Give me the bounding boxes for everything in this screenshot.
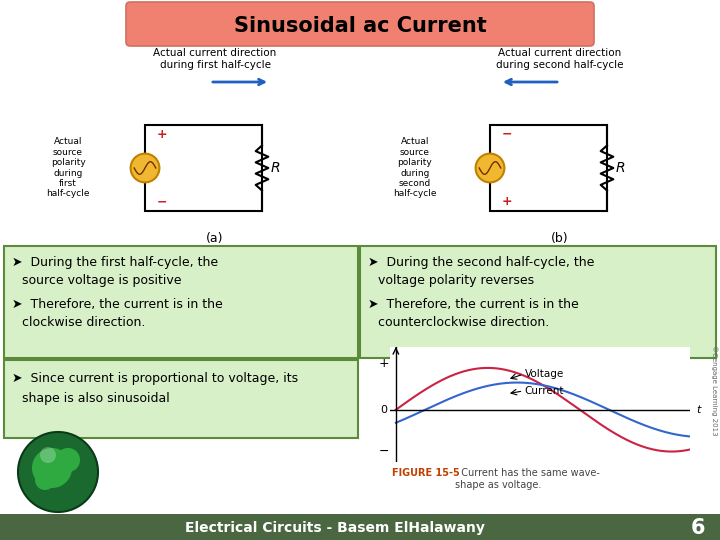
Text: counterclockwise direction.: counterclockwise direction. <box>378 316 549 329</box>
Text: +: + <box>502 195 513 208</box>
Circle shape <box>476 153 505 183</box>
Current <box>513 379 521 386</box>
Text: 0: 0 <box>381 404 387 415</box>
Circle shape <box>40 447 56 463</box>
Bar <box>145 125 262 211</box>
Text: Actual current direction
during first half-cycle: Actual current direction during first ha… <box>153 49 276 70</box>
Voltage <box>667 448 675 455</box>
Text: R: R <box>271 161 281 175</box>
FancyBboxPatch shape <box>4 360 358 438</box>
Current <box>567 390 575 396</box>
FancyBboxPatch shape <box>4 246 358 358</box>
Text: −: − <box>379 445 390 458</box>
Voltage <box>567 401 576 408</box>
Voltage <box>685 446 694 453</box>
Text: +: + <box>379 357 390 370</box>
Line: Current: Current <box>396 382 690 436</box>
Text: clockwise direction.: clockwise direction. <box>22 316 145 329</box>
Voltage <box>572 404 581 411</box>
Text: t: t <box>696 404 701 415</box>
Voltage <box>392 406 401 412</box>
Text: Current has the same wave-
shape as voltage.: Current has the same wave- shape as volt… <box>455 468 600 490</box>
Circle shape <box>18 432 98 512</box>
Text: −: − <box>502 128 513 141</box>
Current <box>640 422 649 429</box>
Text: Voltage: Voltage <box>525 369 564 379</box>
Voltage <box>567 400 575 407</box>
Text: 6: 6 <box>690 518 706 538</box>
Text: shape is also sinusoidal: shape is also sinusoidal <box>22 392 170 405</box>
Current <box>392 420 400 426</box>
Voltage <box>659 448 667 454</box>
Text: ➤  Therefore, the current is in the: ➤ Therefore, the current is in the <box>368 298 579 311</box>
Text: ➤  During the second half-cycle, the: ➤ During the second half-cycle, the <box>368 256 595 269</box>
Text: (a): (a) <box>206 232 224 245</box>
Voltage <box>483 364 492 371</box>
Text: Current: Current <box>525 386 564 396</box>
Line: Voltage: Voltage <box>396 368 690 451</box>
Text: Sinusoidal ac Current: Sinusoidal ac Current <box>233 16 487 36</box>
Bar <box>490 125 607 211</box>
Current <box>659 428 667 435</box>
Circle shape <box>130 153 159 183</box>
Text: voltage polarity reverses: voltage polarity reverses <box>378 274 534 287</box>
Current <box>572 393 581 399</box>
Text: Electrical Circuits - Basem ElHalawany: Electrical Circuits - Basem ElHalawany <box>185 521 485 535</box>
Text: ➤  Since current is proportional to voltage, its: ➤ Since current is proportional to volta… <box>12 372 298 385</box>
Voltage <box>640 444 649 450</box>
Circle shape <box>56 448 80 472</box>
Text: R: R <box>616 161 626 175</box>
Voltage <box>392 407 400 413</box>
FancyBboxPatch shape <box>360 246 716 358</box>
Current <box>392 419 401 426</box>
Circle shape <box>32 448 72 488</box>
Text: FIGURE 15-5: FIGURE 15-5 <box>392 468 460 478</box>
Text: (b): (b) <box>552 232 569 245</box>
FancyBboxPatch shape <box>126 2 594 46</box>
Text: ➤  During the first half-cycle, the: ➤ During the first half-cycle, the <box>12 256 218 269</box>
Text: source voltage is positive: source voltage is positive <box>22 274 181 287</box>
Current <box>567 390 576 397</box>
Text: ➤  Therefore, the current is in the: ➤ Therefore, the current is in the <box>12 298 222 311</box>
Text: −: − <box>157 195 167 208</box>
Circle shape <box>35 470 55 490</box>
Text: +: + <box>157 128 168 141</box>
Current <box>685 433 694 440</box>
Text: Actual current direction
during second half-cycle: Actual current direction during second h… <box>496 49 624 70</box>
Text: Actual
source
polarity
during
second
half-cycle: Actual source polarity during second hal… <box>393 138 437 199</box>
Bar <box>0 514 720 540</box>
Text: ©Cengage Learning 2013: ©Cengage Learning 2013 <box>711 345 717 435</box>
Text: Actual
source
polarity
during
first
half-cycle: Actual source polarity during first half… <box>46 138 90 199</box>
